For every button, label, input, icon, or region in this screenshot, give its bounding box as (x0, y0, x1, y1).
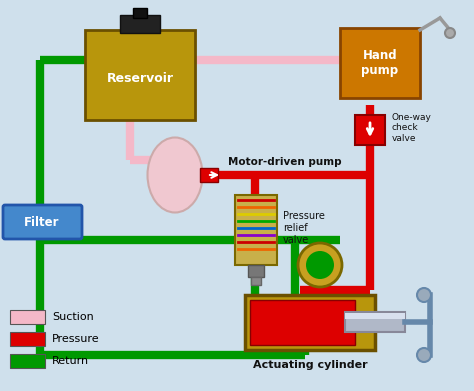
Circle shape (306, 251, 334, 279)
Bar (10, 310, 45, 324)
Circle shape (298, 243, 342, 287)
Text: Actuating cylinder: Actuating cylinder (253, 360, 367, 370)
Ellipse shape (147, 138, 202, 212)
Bar (10, 332, 45, 346)
Bar (200, 168, 218, 182)
Text: Motor-driven pump: Motor-driven pump (228, 157, 342, 167)
Bar (248, 265, 264, 277)
FancyBboxPatch shape (3, 205, 82, 239)
Bar (10, 354, 45, 368)
Bar (120, 15, 160, 33)
Text: Return: Return (52, 356, 89, 366)
Text: Filter: Filter (24, 215, 60, 228)
FancyBboxPatch shape (85, 30, 195, 120)
Bar (345, 312, 405, 332)
Circle shape (445, 28, 455, 38)
Bar (250, 300, 355, 345)
Bar (345, 313, 405, 319)
FancyBboxPatch shape (340, 28, 420, 98)
Text: One-way
check
valve: One-way check valve (392, 113, 432, 143)
Bar (133, 8, 147, 18)
Bar (355, 115, 385, 145)
Circle shape (417, 288, 431, 302)
Text: Reservoir: Reservoir (107, 72, 173, 84)
Circle shape (417, 348, 431, 362)
Bar (235, 195, 277, 265)
Text: Suction: Suction (52, 312, 94, 322)
Text: Pressure
relief
valve: Pressure relief valve (283, 212, 325, 245)
Bar (251, 277, 261, 285)
Bar (245, 295, 375, 350)
Text: Pressure: Pressure (52, 334, 100, 344)
Text: Hand
pump: Hand pump (362, 49, 399, 77)
